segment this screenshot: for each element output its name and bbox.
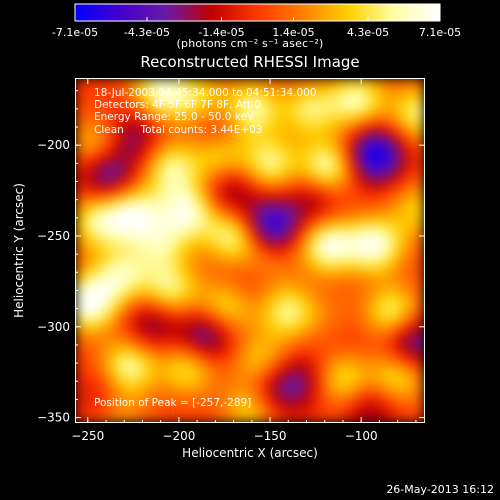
y-tick-label: −200 [37, 138, 70, 152]
colorbar-tick-label: 4.3e-05 [347, 26, 389, 39]
info-energy-range: Energy Range: 25.0 - 50.0 keV [94, 111, 255, 124]
colorbar-tick-label: 7.1e-05 [419, 26, 461, 39]
colorbar-units: (photons cm⁻² s⁻¹ asec⁻²) [176, 37, 324, 50]
info-detectors: Detectors: 4F 5F 6F 7F 8F, Att 0 [94, 99, 261, 112]
chart-title: Reconstructed RHESSI Image [140, 53, 360, 71]
y-tick-label: −350 [37, 411, 70, 425]
plot-area [75, 78, 425, 423]
x-axis-label: Heliocentric X (arcsec) [182, 446, 318, 460]
x-tick-label: −100 [345, 429, 378, 443]
heatmap-image [76, 79, 424, 422]
x-tick-label: −150 [254, 429, 287, 443]
colorbar-tick-label: -1.4e-05 [198, 26, 244, 39]
colorbar-tick-label: -7.1e-05 [52, 26, 98, 39]
colorbar-tick-label: -4.3e-05 [124, 26, 170, 39]
footer-date: 26-May-2013 16:12 [386, 483, 494, 496]
colorbar-tick-label: 1.4e-05 [272, 26, 314, 39]
info-method-counts: Clean Total counts: 3.44E+03 [94, 123, 263, 136]
colorbar: -7.1e-05 -4.3e-05 -1.4e-05 1.4e-05 4.3e-05 7.… [52, 3, 461, 39]
y-axis-label: Heliocentric Y (arcsec) [12, 183, 26, 318]
y-tick-label: −300 [37, 320, 70, 334]
x-tick-label: −250 [71, 429, 104, 443]
y-tick-label: −250 [37, 229, 70, 243]
info-time-range: 18-Jul-2003 04:45:34.000 to 04:51:34.000 [94, 87, 317, 99]
peak-position-label: Position of Peak = [-257,-289] [94, 397, 252, 409]
observation-info: 18-Jul-2003 04:45:34.000 to 04:51:34.000… [94, 87, 317, 136]
colorbar-gradient [74, 3, 441, 22]
x-tick-label: −200 [162, 429, 195, 443]
